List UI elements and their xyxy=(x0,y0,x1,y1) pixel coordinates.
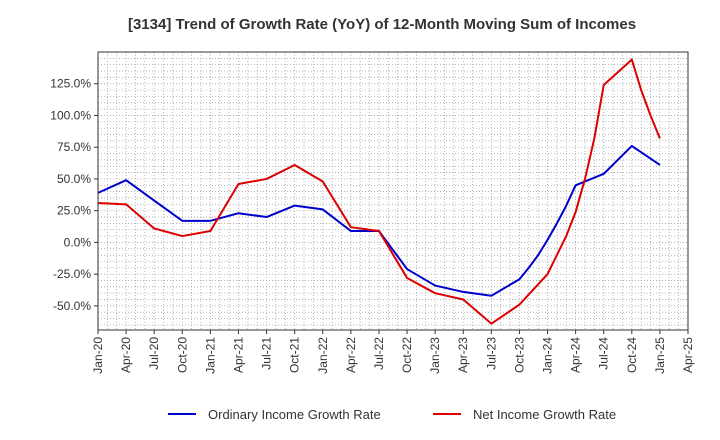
y-axis-ticks: -50.0% -25.0% 0.0% 25.0% 50.0% 75.0% 100.0% 125… xyxy=(50,77,98,313)
y-tick-label: 100.0% xyxy=(50,108,91,122)
series-line-1 xyxy=(97,144,661,297)
x-tick-label: Apr-20 xyxy=(119,337,133,373)
y-tick-label: 0.0% xyxy=(64,235,92,249)
y-tick-label: 125.0% xyxy=(50,77,91,91)
plot-area xyxy=(98,52,688,330)
y-tick-label: -25.0% xyxy=(53,267,91,281)
y-tick-label: -50.0% xyxy=(53,299,91,313)
x-tick-label: Jan-20 xyxy=(91,337,105,374)
x-tick-label: Apr-25 xyxy=(681,337,695,373)
x-tick-label: Jul-24 xyxy=(597,337,611,370)
chart-title: [3134] Trend of Growth Rate (YoY) of 12-… xyxy=(128,16,636,33)
x-tick-label: Jul-23 xyxy=(484,337,498,370)
series-line-2 xyxy=(97,58,661,325)
x-tick-label: Jan-25 xyxy=(653,337,667,374)
x-tick-label: Apr-22 xyxy=(344,337,358,373)
y-tick-label: 75.0% xyxy=(57,140,91,154)
plot-border xyxy=(97,51,689,331)
legend-label-2: Net Income Growth Rate xyxy=(473,407,616,422)
x-tick-label: Jul-22 xyxy=(372,337,386,370)
x-tick-label: Oct-22 xyxy=(400,337,414,373)
x-tick-label: Jan-22 xyxy=(316,337,330,374)
x-tick-label: Jan-21 xyxy=(203,337,217,374)
series-lines xyxy=(97,58,661,325)
x-tick-label: Jul-20 xyxy=(147,337,161,370)
x-tick-label: Oct-21 xyxy=(288,337,302,373)
legend-label-1: Ordinary Income Growth Rate xyxy=(208,407,381,422)
x-tick-label: Oct-20 xyxy=(175,337,189,373)
x-axis-ticks: Jan-20 Apr-20 Jul-20 Oct-20 Jan-21 Apr-21 Jul-… xyxy=(91,330,695,374)
x-tick-label: Apr-23 xyxy=(456,337,470,373)
y-tick-label: 50.0% xyxy=(57,172,91,186)
x-tick-label: Apr-24 xyxy=(569,337,583,373)
x-tick-label: Oct-24 xyxy=(625,337,639,373)
y-tick-label: 25.0% xyxy=(57,204,91,218)
x-tick-label: Oct-23 xyxy=(512,337,526,373)
legend: Ordinary Income Growth Rate Net Income Gr… xyxy=(168,407,616,422)
x-tick-label: Jan-24 xyxy=(541,337,555,374)
x-tick-label: Jan-23 xyxy=(428,337,442,374)
x-tick-label: Jul-21 xyxy=(260,337,274,370)
x-tick-label: Apr-21 xyxy=(231,337,245,373)
